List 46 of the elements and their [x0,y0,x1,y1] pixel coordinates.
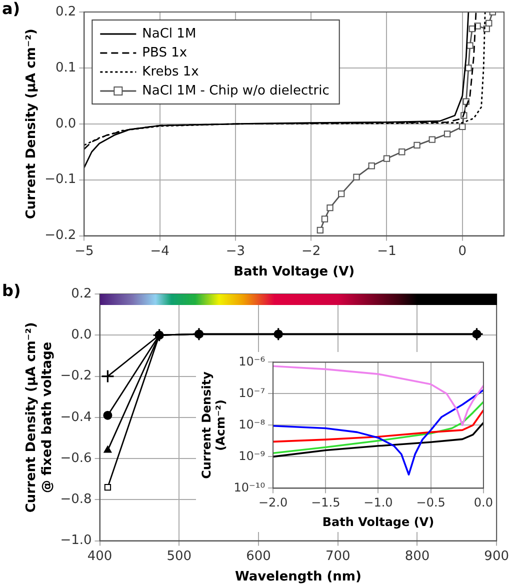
y-tick-label: −0.4 [60,410,92,425]
y-tick-label: 0.0 [55,116,76,132]
x-tick-label: 900 [484,548,510,564]
x-tick-label: −0.5 [416,496,446,510]
x-tick-label: −2 [302,244,321,259]
x-tick-label: −1 [377,244,396,259]
y-tick-label: 0.0 [71,328,92,343]
y-tick-label: −0.8 [60,492,92,508]
x-tick-label: −5 [74,244,94,259]
y-axis-title: Current Density (Acm⁻²) [199,371,228,479]
y-tick-label: −0.1 [44,172,76,188]
x-tick-label: 800 [404,548,430,564]
x-tick-label: −2.0 [258,496,288,510]
x-tick-label: 500 [166,548,192,564]
y-tick-label: 0.2 [71,286,92,302]
x-axis-title: Bath Voltage (V) [322,514,434,529]
text: a) [2,0,20,18]
legend-label: PBS 1x [142,45,188,60]
y-tick-label: 10⁻⁸ [238,417,266,432]
y-tick-label: 10⁻⁹ [238,448,266,463]
y-tick-label: 10⁻⁷ [238,386,266,400]
legend-label: NaCl 1M - Chip w/o dielectric [142,83,330,98]
x-axis-title: Bath Voltage (V) [234,264,355,280]
x-tick-label: 0.0 [474,496,494,510]
legend-label: Krebs 1x [142,64,200,80]
y-tick-label: 10⁻¹⁰ [234,480,266,494]
x-axis-title: Wavelength (nm) [234,570,362,585]
y-axis-title: Current Density (μA cm⁻²) @ fixed bath voltage [24,322,55,513]
y-tick-label: 0.1 [55,60,76,76]
text: b) [2,281,21,300]
x-tick-label: 600 [246,548,271,564]
x-tick-label: −4 [150,244,170,259]
y-tick-label: −0.2 [44,228,76,244]
y-tick-label: 0.2 [55,4,76,20]
x-tick-label: 0 [458,244,467,259]
x-tick-label: −1.0 [364,496,393,510]
y-axis-title: Current Density (μA cm⁻²) [24,28,40,220]
legend-label: NaCl 1M [142,26,196,42]
x-tick-label: 700 [325,548,350,564]
x-tick-label: 400 [87,548,112,564]
y-tick-label: −0.6 [60,450,92,466]
x-tick-label: −1.5 [311,496,340,510]
y-tick-label: −0.2 [60,368,92,384]
y-tick-label: 10⁻⁶ [238,354,266,368]
x-tick-label: −3 [226,244,246,259]
y-tick-label: −1.0 [60,533,92,548]
